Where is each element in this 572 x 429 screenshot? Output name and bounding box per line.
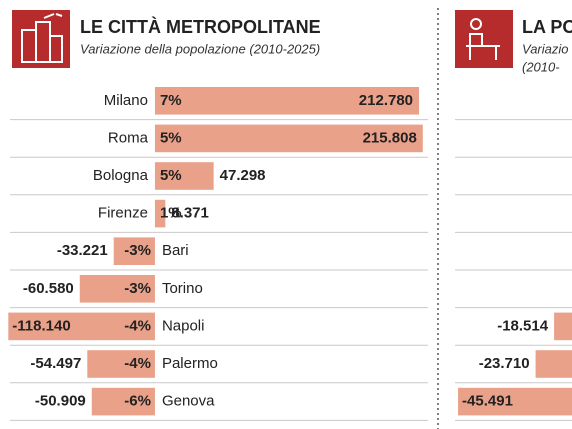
percent-label: -4% (124, 317, 151, 334)
value-label: -23.710 (479, 355, 530, 372)
desk-icon (455, 10, 513, 68)
value-label: 212.780 (359, 92, 413, 109)
bar (87, 350, 155, 378)
chart-title: LA PO (522, 17, 572, 37)
category-label: Bologna (93, 167, 149, 184)
bar (154, 162, 214, 190)
category-label: Torino (162, 280, 203, 297)
bar (8, 312, 155, 341)
value-label: -50.909 (35, 393, 86, 410)
bar (113, 237, 155, 265)
category-label: Genova (162, 393, 215, 410)
category-label: Palermo (162, 355, 218, 372)
chart-subtitle: Variazio (522, 41, 568, 56)
bar (535, 350, 572, 378)
percent-label: -3% (124, 242, 151, 259)
percent-label: -6% (124, 393, 151, 410)
percent-label: -3% (124, 280, 151, 297)
percent-label: 1% (160, 205, 182, 222)
category-label: Firenze (98, 205, 148, 222)
category-label: Bari (162, 242, 189, 259)
percent-label: 5% (160, 129, 182, 146)
bar (554, 312, 572, 341)
percent-label: 5% (160, 167, 182, 184)
category-label: Milano (104, 92, 148, 109)
value-label: -118.140 (12, 317, 70, 334)
value-label: 8.371 (171, 205, 209, 222)
bar (154, 199, 166, 228)
percent-label: 7% (160, 92, 182, 109)
value-label: -54.497 (30, 355, 81, 372)
chart-subtitle: (2010- (522, 59, 560, 74)
bar (154, 87, 420, 115)
percent-label: -4% (124, 355, 151, 372)
category-label: Roma (108, 129, 149, 146)
value-label: -18.514 (497, 317, 549, 334)
chart-subtitle: Variazione della popolazione (2010-2025) (80, 41, 320, 56)
value-label: 215.808 (363, 129, 417, 146)
bar (154, 124, 423, 153)
category-label: Napoli (162, 317, 205, 334)
chart-title: LE CITTÀ METROPOLITANE (80, 16, 321, 37)
city-icon (12, 10, 70, 68)
bar (91, 387, 155, 416)
value-label: -33.221 (57, 242, 108, 259)
bar (79, 275, 155, 303)
value-label: 47.298 (220, 167, 266, 184)
value-label: -45.491 (462, 393, 513, 410)
bar (458, 387, 572, 416)
value-label: -60.580 (23, 280, 74, 297)
